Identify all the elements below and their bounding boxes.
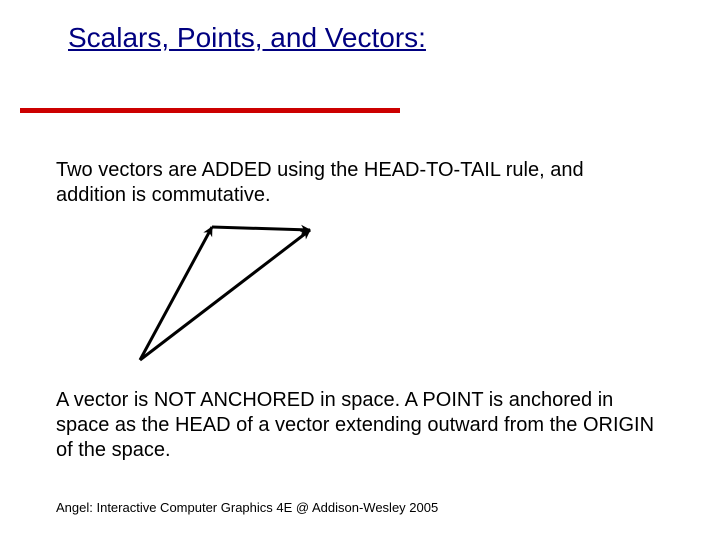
page-title: Scalars, Points, and Vectors: [68, 22, 426, 54]
footer-citation: Angel: Interactive Computer Graphics 4E … [56, 500, 438, 515]
paragraph-1: Two vectors are ADDED using the HEAD-TO-… [56, 158, 656, 208]
title-underline-bar [20, 108, 400, 113]
paragraph-2: A vector is NOT ANCHORED in space. A POI… [56, 388, 666, 463]
vector-diagram [100, 210, 440, 380]
